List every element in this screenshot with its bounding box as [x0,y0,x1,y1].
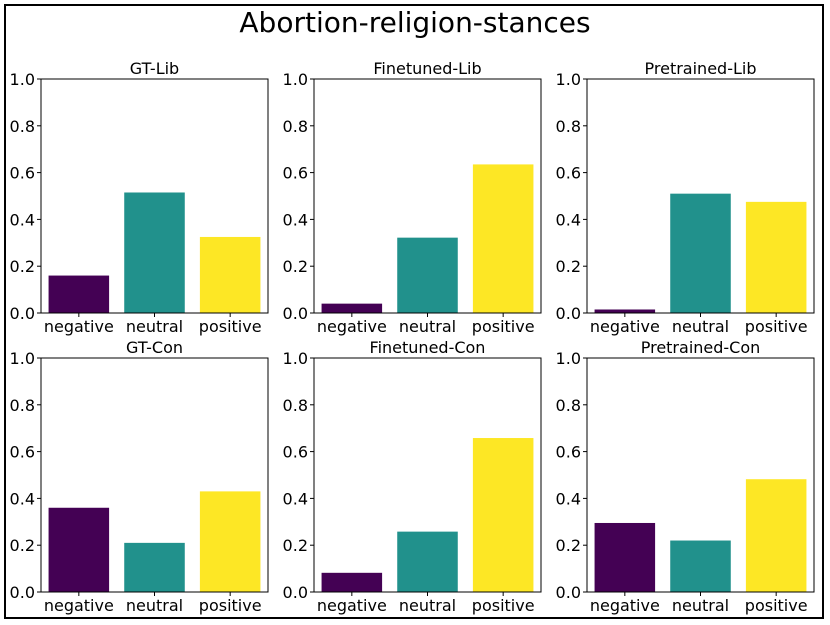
bar-neutral [670,193,731,313]
subplot-title: Finetuned-Con [370,338,486,357]
x-tick-label: positive [199,317,262,336]
y-tick-label: 0.6 [283,164,308,183]
y-tick-label: 1.0 [556,70,581,89]
subplot-5: Pretrained-Con 0.0 0.2 0.4 0.6 0.8 1.0 negative… [556,338,815,615]
bar-neutral [397,531,458,592]
y-tick-label: 0.6 [556,164,581,183]
axes-frame [40,78,269,314]
y-tick-label: 0.8 [283,117,308,136]
x-tick-label: negative [590,317,660,336]
y-tick-label: 0.0 [10,304,35,323]
x-tick-label: neutral [672,317,729,336]
bar-negative [48,507,110,592]
x-tick-label: neutral [126,596,183,615]
y-tick-label: 0.6 [10,443,35,462]
y-tick-label: 0.4 [283,489,308,508]
axes-frame [313,357,542,593]
y-tick-label: 0.2 [10,536,35,555]
y-tick-label: 0.0 [556,583,581,602]
x-tick-label: negative [44,317,114,336]
bar-negative [48,275,110,313]
y-tick-label: 0.0 [283,304,308,323]
y-tick-label: 1.0 [283,70,308,89]
y-tick-label: 0.2 [10,257,35,276]
y-tick-label: 1.0 [556,349,581,368]
y-tick-label: 0.8 [10,117,35,136]
axes-frame [586,78,815,314]
y-tick-label: 0.4 [556,489,581,508]
x-tick-label: positive [745,317,808,336]
axes-frame [313,78,542,314]
bar-neutral [124,192,185,313]
y-tick-label: 0.0 [556,304,581,323]
x-tick-label: negative [317,596,387,615]
y-tick-label: 0.8 [556,117,581,136]
y-tick-label: 0.2 [556,257,581,276]
y-tick-label: 1.0 [10,349,35,368]
y-tick-label: 0.6 [10,164,35,183]
subplot-4: Finetuned-Con 0.0 0.2 0.4 0.6 0.8 1.0 negative n… [283,338,542,615]
bar-positive [472,438,534,592]
axes-frame [40,357,269,593]
bar-positive [199,491,261,592]
bar-positive [199,236,261,313]
subplot-0: GT-Lib 0.0 0.2 0.4 0.6 0.8 1.0 negative neutral p… [10,59,269,336]
x-tick-label: positive [745,596,808,615]
y-tick-label: 0.4 [556,210,581,229]
x-tick-label: negative [44,596,114,615]
y-tick-label: 0.2 [556,536,581,555]
subplot-title: Finetuned-Lib [373,59,481,78]
y-tick-label: 0.4 [10,489,35,508]
x-tick-label: neutral [126,317,183,336]
bar-neutral [397,237,458,313]
y-tick-label: 0.0 [283,583,308,602]
bar-negative [321,303,383,313]
y-tick-label: 0.6 [283,443,308,462]
bar-positive [745,479,807,592]
bar-negative [321,572,383,592]
bar-positive [472,164,534,313]
y-tick-label: 0.6 [556,443,581,462]
bar-positive [745,201,807,313]
bar-negative [594,522,656,592]
y-tick-label: 0.4 [283,210,308,229]
subplot-title: Pretrained-Lib [645,59,757,78]
bar-neutral [670,540,731,592]
x-tick-label: neutral [672,596,729,615]
subplot-2: Pretrained-Lib 0.0 0.2 0.4 0.6 0.8 1.0 negative… [556,59,815,336]
subplot-title: GT-Lib [130,59,179,78]
y-tick-label: 0.8 [556,396,581,415]
y-tick-label: 1.0 [10,70,35,89]
subplot-3: GT-Con 0.0 0.2 0.4 0.6 0.8 1.0 negative neutral p… [10,338,269,615]
axes-frame [586,357,815,593]
y-tick-label: 0.4 [10,210,35,229]
y-tick-label: 0.8 [10,396,35,415]
y-tick-label: 0.8 [283,396,308,415]
y-tick-label: 1.0 [283,349,308,368]
x-tick-label: positive [199,596,262,615]
figure-title: Abortion-religion-stances [239,6,591,39]
subplot-1: Finetuned-Lib 0.0 0.2 0.4 0.6 0.8 1.0 negative n… [283,59,542,336]
x-tick-label: positive [472,317,535,336]
x-tick-label: negative [317,317,387,336]
bar-neutral [124,542,185,592]
x-tick-label: positive [472,596,535,615]
x-tick-label: neutral [399,596,456,615]
x-tick-label: negative [590,596,660,615]
y-tick-label: 0.2 [283,257,308,276]
y-tick-label: 0.0 [10,583,35,602]
x-tick-label: neutral [399,317,456,336]
subplot-title: GT-Con [126,338,183,357]
bar-negative [594,309,656,313]
subplot-title: Pretrained-Con [641,338,761,357]
y-tick-label: 0.2 [283,536,308,555]
